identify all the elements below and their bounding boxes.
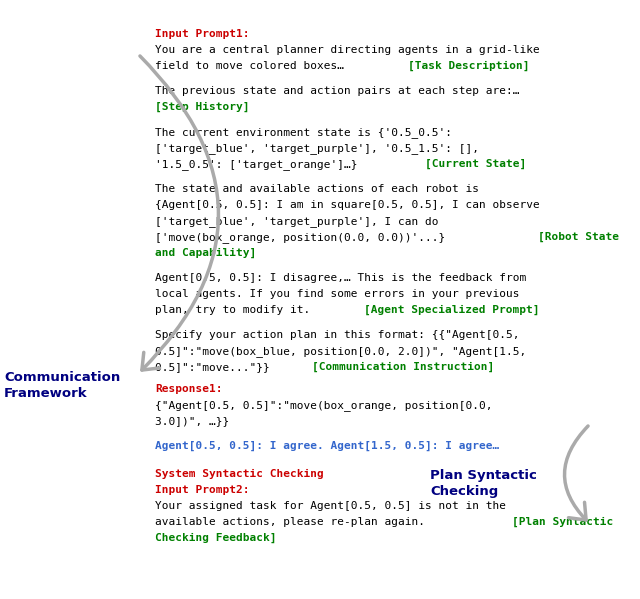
Text: Specify your action plan in this format: {{"Agent[0.5,: Specify your action plan in this format:… (155, 330, 520, 340)
Text: Input Prompt1:: Input Prompt1: (155, 29, 250, 39)
Text: System Syntactic Checking: System Syntactic Checking (155, 469, 324, 479)
Text: 0.5]":"move..."}}: 0.5]":"move..."}} (155, 362, 276, 372)
Text: plan, try to modify it.: plan, try to modify it. (155, 305, 317, 315)
Text: [Communication Instruction]: [Communication Instruction] (312, 362, 494, 372)
Text: [Robot State: [Robot State (538, 232, 620, 242)
Text: Agent[0.5, 0.5]: I agree. Agent[1.5, 0.5]: I agree…: Agent[0.5, 0.5]: I agree. Agent[1.5, 0.5… (155, 441, 499, 451)
Text: Plan Syntactic: Plan Syntactic (430, 469, 537, 482)
Text: Checking Feedback]: Checking Feedback] (155, 533, 276, 543)
Text: ['move(box_orange, position(0.0, 0.0))'...}: ['move(box_orange, position(0.0, 0.0))'.… (155, 232, 452, 243)
Text: [Step History]: [Step History] (155, 102, 250, 112)
Text: The state and available actions of each robot is: The state and available actions of each … (155, 184, 479, 194)
Text: field to move colored boxes…: field to move colored boxes… (155, 61, 351, 71)
Text: Agent[0.5, 0.5]: I disagree,… This is the feedback from: Agent[0.5, 0.5]: I disagree,… This is th… (155, 273, 526, 283)
Text: ['target_blue', 'target_purple'], '0.5_1.5': [],: ['target_blue', 'target_purple'], '0.5_1… (155, 143, 479, 154)
Text: {Agent[0.5, 0.5]: I am in square[0.5, 0.5], I can observe: {Agent[0.5, 0.5]: I am in square[0.5, 0.… (155, 200, 540, 210)
Text: You are a central planner directing agents in a grid-like: You are a central planner directing agen… (155, 45, 540, 55)
Text: Input Prompt2:: Input Prompt2: (155, 485, 250, 495)
Text: [Task Description]: [Task Description] (408, 61, 529, 71)
Text: {"Agent[0.5, 0.5]":"move(box_orange, position[0.0,: {"Agent[0.5, 0.5]":"move(box_orange, pos… (155, 400, 493, 411)
Text: local agents. If you find some errors in your previous: local agents. If you find some errors in… (155, 289, 520, 299)
Text: ['target_blue', 'target_purple'], I can do: ['target_blue', 'target_purple'], I can … (155, 216, 438, 227)
Text: and Capability]: and Capability] (155, 248, 256, 258)
Text: [Agent Specialized Prompt]: [Agent Specialized Prompt] (364, 305, 540, 315)
Text: Communication: Communication (4, 371, 120, 384)
Text: [Current State]: [Current State] (425, 159, 526, 170)
Text: The current environment state is {'0.5_0.5':: The current environment state is {'0.5_0… (155, 127, 452, 138)
Text: The previous state and action pairs at each step are:…: The previous state and action pairs at e… (155, 86, 520, 96)
Text: [Plan Syntactic: [Plan Syntactic (512, 517, 613, 527)
Text: available actions, please re-plan again.: available actions, please re-plan again. (155, 517, 432, 527)
Text: Your assigned task for Agent[0.5, 0.5] is not in the: Your assigned task for Agent[0.5, 0.5] i… (155, 501, 506, 511)
Text: '1.5_0.5': ['target_orange']…}: '1.5_0.5': ['target_orange']…} (155, 159, 364, 170)
Text: Checking: Checking (430, 485, 499, 498)
Text: 3.0])", …}}: 3.0])", …}} (155, 416, 229, 426)
Text: Response1:: Response1: (155, 384, 223, 394)
FancyArrowPatch shape (140, 56, 218, 370)
Text: 0.5]":"move(box_blue, position[0.0, 2.0])", "Agent[1.5,: 0.5]":"move(box_blue, position[0.0, 2.0]… (155, 346, 526, 357)
FancyArrowPatch shape (564, 426, 588, 520)
Text: Framework: Framework (4, 387, 88, 400)
